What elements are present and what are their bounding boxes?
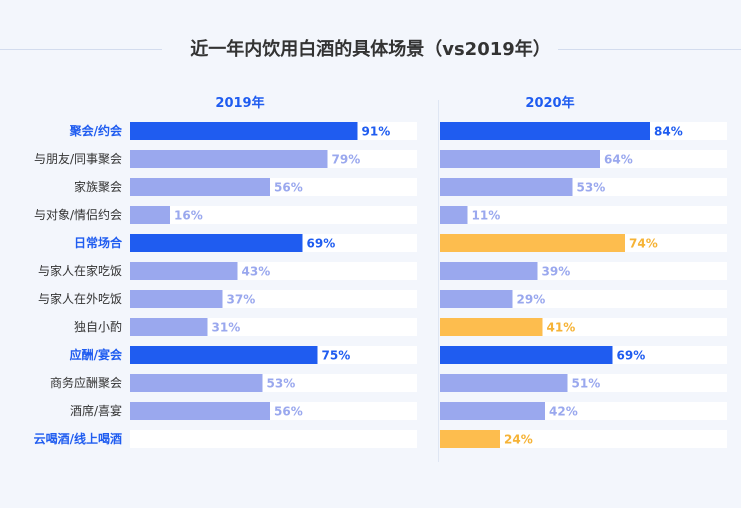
series-label-2019: 2019年: [215, 96, 265, 111]
panel-divider: [438, 100, 439, 462]
data-label: 91%: [362, 125, 391, 139]
series-label-2020: 2020年: [525, 96, 575, 111]
data-label: 39%: [542, 265, 571, 279]
data-label: 79%: [332, 153, 361, 167]
bar: [130, 402, 270, 420]
category-label: 商务应酬聚会: [50, 375, 122, 390]
data-label: 29%: [517, 293, 546, 307]
bar: [130, 122, 358, 140]
bar: [440, 430, 500, 448]
data-label: 42%: [549, 405, 578, 419]
category-label: 与对象/情侣约会: [34, 207, 122, 222]
bar: [130, 234, 303, 252]
bar: [440, 122, 650, 140]
data-label: 69%: [617, 349, 646, 363]
bar: [440, 234, 625, 252]
bar: [440, 402, 545, 420]
row-background: [130, 206, 417, 224]
bar: [130, 346, 318, 364]
category-label: 与家人在家吃饭: [38, 263, 122, 278]
category-label: 与家人在外吃饭: [38, 291, 122, 306]
bar: [130, 206, 170, 224]
category-label: 云喝酒/线上喝酒: [34, 431, 122, 446]
category-label: 与朋友/同事聚会: [34, 152, 122, 166]
data-label: 37%: [227, 293, 256, 307]
chart-title: 近一年内饮用白酒的具体场景（vs2019年）: [190, 39, 551, 60]
bar: [130, 290, 223, 308]
data-label: 74%: [629, 237, 658, 251]
bar: [440, 374, 568, 392]
data-label: 31%: [212, 321, 241, 335]
data-label: 84%: [654, 125, 683, 139]
data-label: 53%: [577, 181, 606, 195]
title-bar: 近一年内饮用白酒的具体场景（vs2019年）: [0, 36, 741, 64]
bar: [130, 178, 270, 196]
category-label: 聚会/约会: [69, 123, 123, 138]
bar: [440, 290, 513, 308]
data-label: 53%: [267, 377, 296, 391]
bar: [440, 206, 468, 224]
data-label: 24%: [504, 433, 533, 447]
data-label: 69%: [307, 237, 336, 251]
data-label: 56%: [274, 405, 303, 419]
category-label: 家族聚会: [74, 179, 122, 194]
bar: [130, 318, 208, 336]
bar: [440, 178, 573, 196]
data-label: 75%: [322, 349, 351, 363]
bar: [130, 374, 263, 392]
category-label: 独自小酌: [74, 320, 122, 334]
title-line-right: [558, 49, 741, 50]
row-background: [440, 430, 727, 448]
bar: [440, 150, 600, 168]
category-label: 应酬/宴会: [70, 347, 123, 362]
title-line-left: [0, 49, 162, 50]
data-label: 64%: [604, 153, 633, 167]
bar: [440, 318, 543, 336]
bar: [130, 150, 328, 168]
row-background: [440, 206, 727, 224]
data-label: 16%: [174, 209, 203, 223]
data-label: 56%: [274, 181, 303, 195]
row-background: [130, 430, 417, 448]
category-label: 日常场合: [74, 235, 123, 250]
bar: [440, 262, 538, 280]
category-label: 酒席/喜宴: [70, 403, 122, 418]
data-label: 43%: [242, 265, 271, 279]
data-label: 11%: [472, 209, 501, 223]
bar: [130, 262, 238, 280]
data-label: 41%: [547, 321, 576, 335]
data-label: 51%: [572, 377, 601, 391]
bar: [440, 346, 613, 364]
